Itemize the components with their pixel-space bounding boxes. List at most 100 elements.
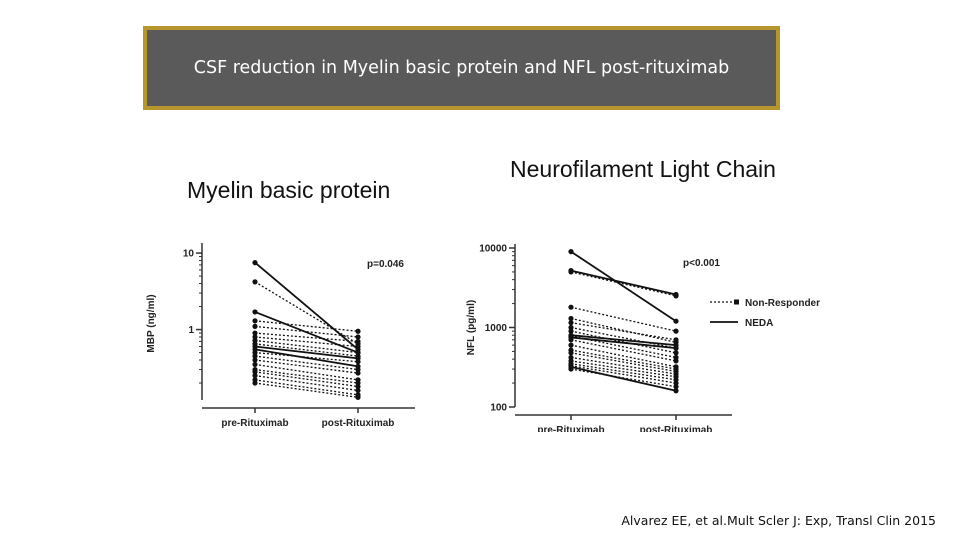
nonresponder-line <box>570 339 677 362</box>
data-point <box>673 291 679 298</box>
data-point <box>673 318 679 324</box>
x-tick-label: post-Rituximab <box>322 418 395 429</box>
data-point <box>568 334 574 341</box>
data-point <box>673 337 679 343</box>
data-point <box>252 380 258 386</box>
nonresponder-line <box>254 343 359 357</box>
data-point <box>673 388 679 394</box>
data-point <box>252 373 258 379</box>
nonresponder-line <box>570 344 677 368</box>
data-point <box>355 370 361 376</box>
page-title: CSF reduction in Myelin basic protein an… <box>193 58 730 78</box>
nonresponder-line <box>254 359 359 374</box>
x-tick-label: pre-Rituximab <box>537 425 604 432</box>
nonresponder-line <box>254 374 359 392</box>
y-tick-label: 100 <box>490 403 507 414</box>
nonresponder-line <box>570 352 677 373</box>
y-tick-label: 1 <box>188 325 194 336</box>
data-point <box>355 334 361 340</box>
neda-line <box>570 250 677 322</box>
data-point <box>252 260 258 266</box>
data-point <box>252 279 258 285</box>
data-point <box>252 346 258 353</box>
nonresponder-line <box>254 339 359 354</box>
neda-line <box>570 334 677 347</box>
neda-line <box>254 345 359 360</box>
data-point <box>673 345 679 351</box>
nonresponder-line <box>254 336 359 348</box>
nonresponder-line <box>570 322 677 341</box>
y-tick-label: 1000 <box>485 323 508 334</box>
data-point <box>568 249 574 255</box>
neda-line <box>254 311 359 354</box>
data-point <box>568 304 574 310</box>
mbp-chart: 10 1 pre-Rituximab post-Rituximab MBP (ng/ml… <box>146 243 415 429</box>
data-point <box>252 318 258 324</box>
nonresponder-line <box>570 360 677 378</box>
nonresponder-line <box>254 379 359 396</box>
nonresponder-line <box>570 349 677 370</box>
data-point <box>252 361 258 368</box>
data-point <box>252 323 258 329</box>
nonresponder-line <box>570 306 677 332</box>
legend-nonresponder-marker <box>734 299 739 305</box>
neda-line <box>254 348 359 368</box>
neda-line <box>570 365 677 392</box>
data-point <box>673 350 679 356</box>
nonresponder-line <box>570 363 677 381</box>
data-point <box>355 328 361 334</box>
citation: Alvarez EE, et al.Mult Scler J: Exp, Tra… <box>621 513 936 528</box>
data-point <box>355 355 361 361</box>
nonresponder-line <box>254 371 359 388</box>
data-point <box>252 369 258 375</box>
data-point <box>673 384 679 390</box>
nonresponder-line <box>254 382 359 398</box>
nonresponder-line <box>570 356 677 375</box>
data-point <box>568 364 574 370</box>
y-tick-label: 10000 <box>479 244 507 255</box>
data-point <box>252 353 258 359</box>
legend-nonresponder-label: Non-Responder <box>745 298 820 309</box>
data-point <box>355 349 361 356</box>
nonresponder-line <box>254 281 359 345</box>
nonresponder-line <box>570 317 677 344</box>
legend-neda-label: NEDA <box>745 318 773 329</box>
x-tick-label: post-Rituximab <box>640 425 713 432</box>
data-point <box>355 387 361 394</box>
nonresponder-line <box>570 271 677 297</box>
y-tick-label: 10 <box>183 249 195 260</box>
data-point <box>568 350 574 356</box>
data-point <box>568 320 574 326</box>
mbp-panel-title: Myelin basic protein <box>187 177 391 203</box>
nonresponder-line <box>254 355 359 371</box>
data-point <box>355 338 361 345</box>
data-point <box>568 267 574 274</box>
p-value-annotation: p=0.046 <box>367 259 404 270</box>
nonresponder-line <box>254 351 359 363</box>
data-point <box>355 363 361 369</box>
x-tick-label: pre-Rituximab <box>221 418 288 429</box>
y-axis-label: NFL (pg/ml) <box>466 300 477 355</box>
data-point <box>568 324 574 331</box>
p-value-annotation: p<0.001 <box>683 258 720 269</box>
data-point <box>568 315 574 322</box>
data-point <box>673 328 679 334</box>
data-point <box>355 394 361 400</box>
data-point <box>673 358 679 364</box>
data-point <box>252 330 258 336</box>
nonresponder-line <box>254 332 359 343</box>
nonresponder-line <box>254 363 359 381</box>
data-point <box>252 357 258 363</box>
nonresponder-line <box>570 365 677 384</box>
data-point <box>673 380 679 386</box>
data-point <box>568 328 574 334</box>
data-point <box>355 383 361 390</box>
neda-line <box>254 261 359 351</box>
neda-line <box>570 336 677 350</box>
nonresponder-line <box>254 320 359 332</box>
nonresponder-line <box>254 368 359 384</box>
neda-line <box>570 269 677 296</box>
nfl-panel-title: Neurofilament Light Chain <box>510 156 776 182</box>
data-point <box>252 309 258 315</box>
title-banner: CSF reduction in Myelin basic protein an… <box>143 26 780 110</box>
